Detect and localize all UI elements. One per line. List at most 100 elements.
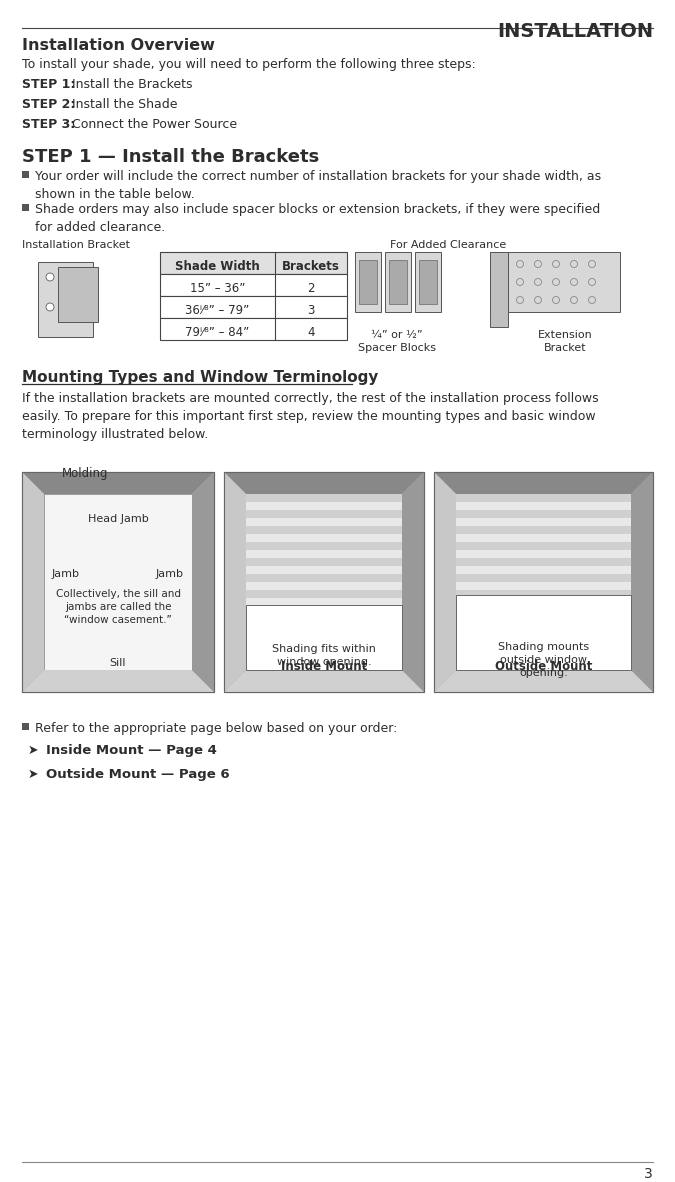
Bar <box>246 526 402 534</box>
Polygon shape <box>224 472 424 494</box>
Bar <box>456 502 631 509</box>
Text: INSTALLATION: INSTALLATION <box>497 22 653 41</box>
Bar <box>456 518 631 526</box>
Text: Installation Bracket: Installation Bracket <box>22 240 130 251</box>
Bar <box>246 509 402 518</box>
Bar <box>246 574 402 582</box>
Text: Shading fits within
window opening.: Shading fits within window opening. <box>272 644 376 667</box>
Text: STEP 2:: STEP 2: <box>22 98 76 111</box>
Text: Jamb: Jamb <box>156 569 184 579</box>
Text: Install the Brackets: Install the Brackets <box>72 78 192 91</box>
Bar <box>246 590 402 598</box>
Bar <box>456 509 631 518</box>
Text: 36ⁱ⁄⁸” – 79”: 36ⁱ⁄⁸” – 79” <box>186 304 250 317</box>
Bar <box>22 472 214 691</box>
Text: Extension
Bracket: Extension Bracket <box>537 330 593 353</box>
Text: ➤: ➤ <box>28 743 38 756</box>
Text: 3: 3 <box>307 304 315 317</box>
Polygon shape <box>22 472 214 494</box>
Bar <box>246 598 402 606</box>
Text: 15” – 36”: 15” – 36” <box>190 281 245 294</box>
Text: Inside Mount: Inside Mount <box>281 660 367 673</box>
Text: To install your shade, you will need to perform the following three steps:: To install your shade, you will need to … <box>22 58 476 71</box>
Text: 3: 3 <box>644 1167 653 1181</box>
Text: Outside Mount: Outside Mount <box>495 660 592 673</box>
Bar <box>22 472 214 691</box>
Text: 2: 2 <box>307 281 315 294</box>
Bar <box>160 274 347 296</box>
Text: Sill: Sill <box>110 658 126 668</box>
Bar <box>456 566 631 574</box>
Bar <box>490 252 620 312</box>
Bar <box>160 318 347 340</box>
Bar <box>434 472 653 691</box>
Bar <box>160 252 347 274</box>
Bar <box>246 558 402 566</box>
Bar <box>385 252 411 312</box>
Bar <box>160 296 347 318</box>
Bar <box>246 534 402 543</box>
Bar <box>456 558 631 566</box>
Bar <box>22 723 29 730</box>
Bar <box>415 252 441 312</box>
Polygon shape <box>434 670 653 691</box>
Text: For Added Clearance: For Added Clearance <box>390 240 506 251</box>
Bar <box>456 574 631 582</box>
Polygon shape <box>22 670 214 691</box>
Circle shape <box>46 273 54 281</box>
Text: Collectively, the sill and
jambs are called the
“window casement.”: Collectively, the sill and jambs are cal… <box>55 589 180 625</box>
Text: Install the Shade: Install the Shade <box>72 98 178 111</box>
Bar <box>58 267 98 322</box>
Bar <box>389 260 407 304</box>
Bar <box>456 494 631 502</box>
Bar <box>44 494 192 670</box>
Text: Installation Overview: Installation Overview <box>22 38 215 53</box>
Bar <box>246 543 402 550</box>
Text: STEP 3:: STEP 3: <box>22 118 75 131</box>
Text: STEP 1:: STEP 1: <box>22 78 76 91</box>
Bar <box>22 204 29 212</box>
Polygon shape <box>631 472 653 691</box>
Bar <box>224 472 424 691</box>
Bar <box>456 534 631 543</box>
Polygon shape <box>434 472 653 494</box>
Polygon shape <box>22 472 44 691</box>
Bar <box>224 472 424 691</box>
Text: 79ⁱ⁄⁸” – 84”: 79ⁱ⁄⁸” – 84” <box>186 325 250 338</box>
Text: Brackets: Brackets <box>282 260 340 273</box>
Text: STEP 1 — Install the Brackets: STEP 1 — Install the Brackets <box>22 148 319 165</box>
Bar <box>246 518 402 526</box>
Text: Refer to the appropriate page below based on your order:: Refer to the appropriate page below base… <box>35 722 398 735</box>
Polygon shape <box>434 472 456 691</box>
Bar <box>38 262 93 337</box>
Text: 4: 4 <box>307 325 315 338</box>
Bar <box>490 252 508 327</box>
Polygon shape <box>224 472 246 691</box>
Bar <box>246 582 402 590</box>
Bar <box>456 582 631 590</box>
Polygon shape <box>402 472 424 691</box>
Bar <box>456 526 631 534</box>
Text: Shade orders may also include spacer blocks or extension brackets, if they were : Shade orders may also include spacer blo… <box>35 203 600 234</box>
Bar <box>456 494 631 670</box>
Bar <box>246 502 402 509</box>
Text: Outside Mount — Page 6: Outside Mount — Page 6 <box>46 768 230 781</box>
Bar <box>456 590 631 598</box>
Text: ➤: ➤ <box>28 768 38 781</box>
Bar <box>246 566 402 574</box>
Text: Mounting Types and Window Terminology: Mounting Types and Window Terminology <box>22 370 379 385</box>
Bar <box>456 595 631 670</box>
Circle shape <box>46 303 54 311</box>
Bar <box>456 550 631 558</box>
Bar <box>456 543 631 550</box>
Bar <box>419 260 437 304</box>
Text: Your order will include the correct number of installation brackets for your sha: Your order will include the correct numb… <box>35 170 601 201</box>
Text: If the installation brackets are mounted correctly, the rest of the installation: If the installation brackets are mounted… <box>22 392 599 441</box>
Bar <box>359 260 377 304</box>
Text: Inside Mount — Page 4: Inside Mount — Page 4 <box>46 743 217 756</box>
Polygon shape <box>192 472 214 691</box>
Bar <box>246 550 402 558</box>
Text: ¼” or ½”
Spacer Blocks: ¼” or ½” Spacer Blocks <box>358 330 436 353</box>
Text: Molding: Molding <box>62 467 109 480</box>
Text: Connect the Power Source: Connect the Power Source <box>72 118 237 131</box>
